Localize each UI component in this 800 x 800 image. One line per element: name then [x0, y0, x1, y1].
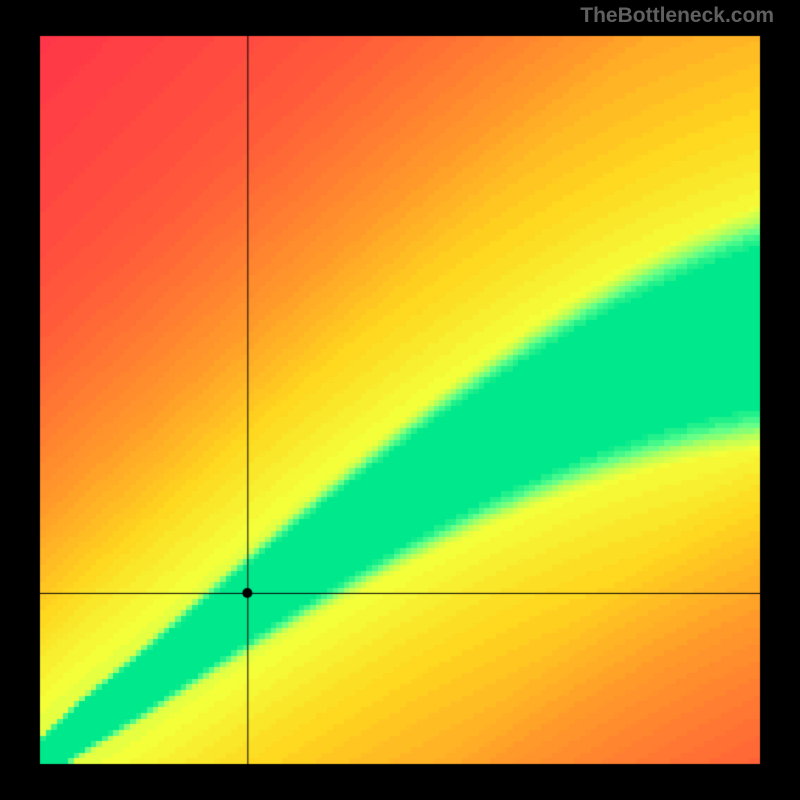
bottleneck-heatmap-canvas: [0, 0, 800, 800]
chart-container: TheBottleneck.com: [0, 0, 800, 800]
watermark-text: TheBottleneck.com: [580, 4, 774, 28]
